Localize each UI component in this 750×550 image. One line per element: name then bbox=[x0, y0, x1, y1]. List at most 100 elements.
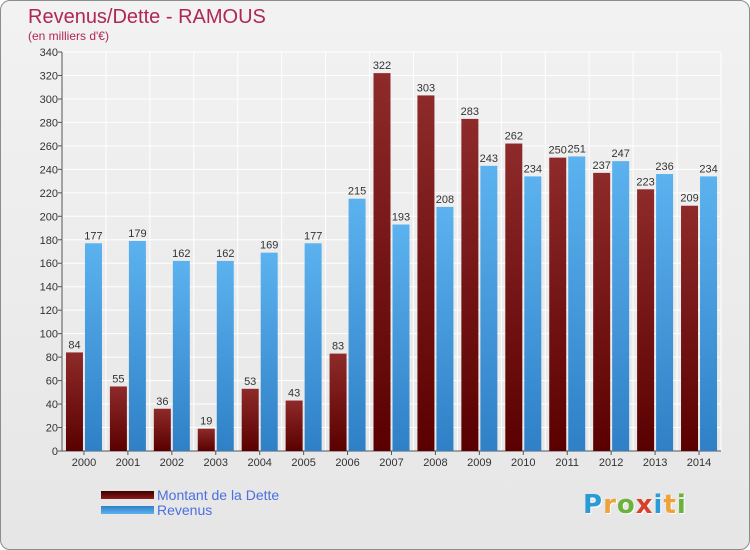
bar-revenue bbox=[656, 174, 674, 451]
bar-debt bbox=[197, 428, 215, 451]
bar-debt bbox=[417, 95, 435, 451]
x-tick-label: 2012 bbox=[599, 457, 623, 469]
data-label-debt: 83 bbox=[332, 341, 344, 353]
y-tick-label: 0 bbox=[52, 446, 58, 458]
data-label-revenue: 177 bbox=[304, 230, 322, 242]
data-label-debt: 19 bbox=[200, 416, 212, 428]
bar-revenue bbox=[84, 243, 102, 451]
logo-letter: t bbox=[663, 490, 677, 520]
x-tick-label: 2011 bbox=[555, 457, 579, 469]
logo-letter: P bbox=[583, 490, 604, 520]
y-tick-label: 160 bbox=[40, 258, 58, 270]
x-tick-label: 2003 bbox=[204, 457, 228, 469]
y-tick-label: 240 bbox=[40, 164, 58, 176]
bar-revenue bbox=[128, 240, 146, 451]
data-label-revenue: 208 bbox=[436, 194, 454, 206]
x-tick-label: 2000 bbox=[72, 457, 96, 469]
logo-letter: x bbox=[635, 490, 654, 520]
data-label-revenue: 234 bbox=[699, 163, 717, 175]
y-tick-label: 300 bbox=[40, 94, 58, 106]
y-tick-label: 320 bbox=[40, 70, 58, 82]
data-label-revenue: 251 bbox=[568, 143, 586, 155]
data-label-revenue: 215 bbox=[348, 186, 366, 198]
bar-debt bbox=[241, 388, 259, 451]
legend-swatch-revenue bbox=[101, 505, 154, 514]
data-label-debt: 262 bbox=[505, 131, 523, 143]
data-label-debt: 55 bbox=[112, 373, 124, 385]
logo-letter: i bbox=[653, 490, 664, 520]
y-tick-label: 60 bbox=[46, 376, 58, 388]
proxiti-logo: Proxiti bbox=[583, 490, 687, 520]
x-tick-label: 2006 bbox=[335, 457, 359, 469]
x-tick-label: 2007 bbox=[379, 457, 403, 469]
bar-debt bbox=[65, 352, 83, 451]
data-label-debt: 303 bbox=[417, 82, 435, 94]
logo-letter: i bbox=[676, 490, 687, 520]
x-tick-label: 2004 bbox=[247, 457, 271, 469]
bar-revenue bbox=[348, 198, 366, 451]
data-label-debt: 237 bbox=[592, 160, 610, 172]
x-tick-label: 2005 bbox=[291, 457, 315, 469]
bar-debt bbox=[681, 205, 699, 451]
data-label-debt: 322 bbox=[373, 60, 391, 72]
legend-swatch-debt bbox=[101, 490, 154, 499]
logo-letter: r bbox=[603, 490, 617, 520]
legend-item-debt: Montant de la Dette bbox=[101, 486, 280, 503]
y-tick-label: 200 bbox=[40, 211, 58, 223]
y-tick-label: 140 bbox=[40, 282, 58, 294]
data-label-revenue: 162 bbox=[216, 248, 234, 260]
data-label-revenue: 177 bbox=[84, 230, 102, 242]
data-label-revenue: 236 bbox=[655, 161, 673, 173]
bar-revenue bbox=[216, 260, 234, 451]
bar-revenue bbox=[392, 224, 410, 451]
legend-label-debt: Montant de la Dette bbox=[157, 486, 280, 503]
y-tick-label: 20 bbox=[46, 423, 58, 435]
y-tick-label: 220 bbox=[40, 188, 58, 200]
bar-debt bbox=[373, 73, 391, 451]
logo-letter: o bbox=[616, 490, 636, 520]
y-tick-label: 100 bbox=[40, 329, 58, 341]
y-tick-label: 80 bbox=[46, 352, 58, 364]
legend-label-revenue: Revenus bbox=[157, 501, 213, 518]
data-label-debt: 223 bbox=[636, 176, 654, 188]
data-label-debt: 84 bbox=[68, 339, 80, 351]
bar-revenue bbox=[436, 206, 454, 451]
bar-debt bbox=[549, 157, 567, 451]
bar-revenue bbox=[480, 165, 498, 452]
chart-legend: Montant de la Dette Revenus bbox=[101, 486, 280, 518]
y-tick-label: 120 bbox=[40, 305, 58, 317]
bar-revenue bbox=[612, 161, 630, 451]
y-tick-label: 40 bbox=[46, 399, 58, 411]
data-label-revenue: 247 bbox=[611, 148, 629, 160]
bar-debt bbox=[637, 189, 655, 451]
y-tick-label: 340 bbox=[40, 47, 58, 59]
bar-revenue bbox=[260, 252, 278, 451]
x-tick-label: 2010 bbox=[511, 457, 535, 469]
bar-revenue bbox=[568, 156, 586, 451]
data-label-debt: 209 bbox=[680, 193, 698, 205]
data-label-revenue: 234 bbox=[524, 163, 542, 175]
x-tick-label: 2009 bbox=[467, 457, 491, 469]
y-tick-label: 180 bbox=[40, 235, 58, 247]
bar-debt bbox=[285, 400, 303, 451]
bar-debt bbox=[461, 118, 479, 451]
y-tick-label: 260 bbox=[40, 141, 58, 153]
data-label-debt: 43 bbox=[288, 388, 300, 400]
data-label-debt: 283 bbox=[461, 106, 479, 118]
bar-debt bbox=[329, 353, 347, 451]
bar-revenue bbox=[700, 176, 718, 452]
data-label-revenue: 169 bbox=[260, 240, 278, 252]
bar-revenue bbox=[172, 260, 190, 451]
bar-debt bbox=[505, 143, 523, 452]
chart-subtitle: (en milliers d'€) bbox=[28, 29, 109, 43]
x-tick-label: 2013 bbox=[643, 457, 667, 469]
data-label-debt: 53 bbox=[244, 376, 256, 388]
legend-item-revenue: Revenus bbox=[101, 501, 279, 518]
x-tick-label: 2008 bbox=[423, 457, 447, 469]
bar-debt bbox=[593, 172, 611, 451]
x-tick-label: 2014 bbox=[687, 457, 711, 469]
bar-revenue bbox=[304, 243, 322, 451]
data-label-debt: 36 bbox=[156, 396, 168, 408]
